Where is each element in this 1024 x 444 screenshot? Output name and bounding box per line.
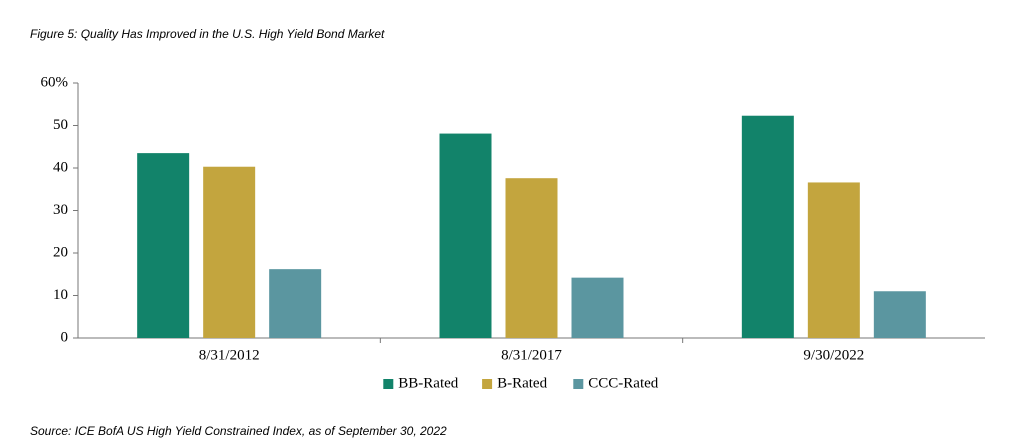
bar (137, 153, 190, 338)
bar (203, 166, 256, 338)
source-note: Source: ICE BofA US High Yield Constrain… (30, 424, 447, 438)
x-tick-label: 8/31/2017 (501, 347, 562, 363)
y-tick-label: 60% (41, 74, 69, 90)
bar (269, 269, 322, 338)
y-tick-label: 0 (61, 329, 69, 345)
chart-title: Figure 5: Quality Has Improved in the U.… (30, 27, 385, 41)
y-tick-label: 10 (53, 287, 68, 303)
x-tick-label: 8/31/2012 (199, 347, 260, 363)
bar (873, 291, 926, 338)
legend-label: B-Rated (497, 375, 547, 391)
legend-label: BB-Rated (398, 375, 458, 391)
bar (571, 277, 624, 338)
y-tick-label: 30 (53, 202, 68, 218)
bar (439, 133, 492, 338)
legend-swatch (573, 379, 584, 389)
bar (505, 178, 558, 338)
legend-swatch (383, 379, 394, 389)
bar (741, 115, 794, 338)
x-tick-label: 9/30/2022 (803, 347, 864, 363)
y-tick-label: 50 (53, 117, 68, 133)
y-tick-label: 20 (53, 244, 68, 260)
bar (807, 182, 860, 338)
legend-swatch (482, 379, 493, 389)
y-tick-label: 40 (53, 159, 68, 175)
legend-label: CCC-Rated (588, 375, 658, 391)
